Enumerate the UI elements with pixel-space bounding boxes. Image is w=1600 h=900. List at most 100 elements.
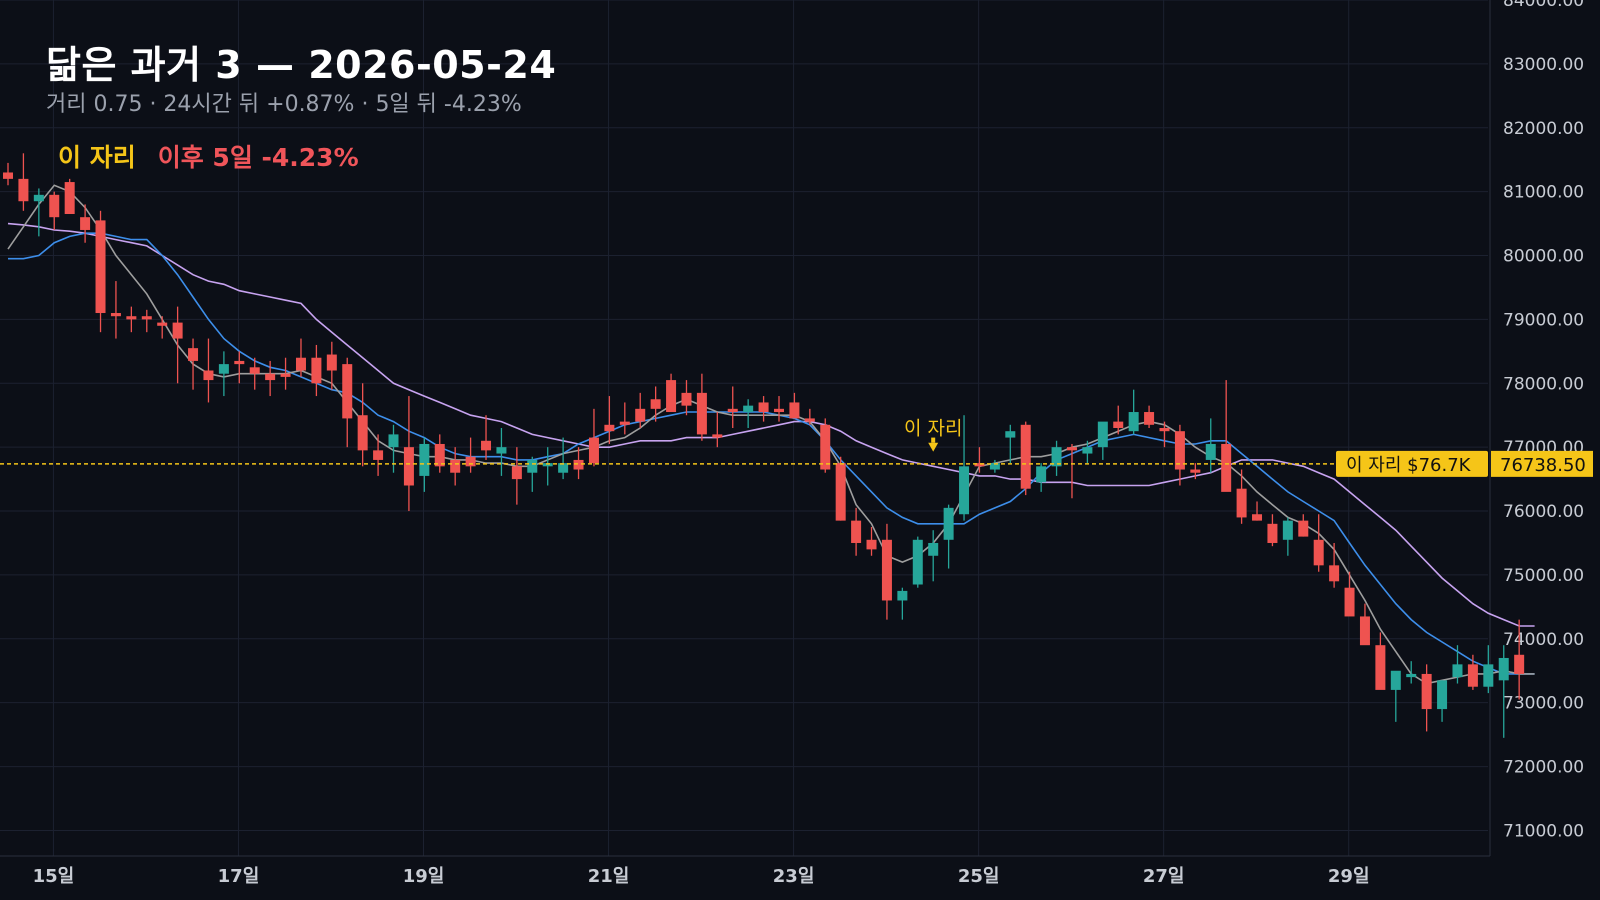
candle-body[interactable]	[1375, 645, 1386, 690]
candle-body[interactable]	[1421, 673, 1432, 710]
candle-body[interactable]	[959, 466, 970, 515]
candle-body[interactable]	[80, 217, 91, 230]
candle-body[interactable]	[881, 539, 892, 601]
candle-body[interactable]	[789, 402, 800, 419]
candle-body[interactable]	[712, 434, 723, 438]
candle-body[interactable]	[588, 437, 599, 464]
candle-body[interactable]	[1252, 514, 1263, 521]
candle-body[interactable]	[1313, 539, 1324, 566]
candle-body[interactable]	[3, 172, 13, 179]
candle-body[interactable]	[1498, 657, 1509, 681]
candle-body[interactable]	[1159, 428, 1170, 432]
candle-body[interactable]	[1020, 424, 1031, 489]
candle-body[interactable]	[820, 424, 831, 470]
candle-body[interactable]	[18, 178, 29, 202]
candle-body[interactable]	[604, 424, 615, 432]
candle-body[interactable]	[326, 354, 337, 371]
candle-body[interactable]	[357, 415, 368, 451]
candle-body[interactable]	[727, 408, 738, 413]
candle-body[interactable]	[1329, 565, 1340, 582]
candle-body[interactable]	[1236, 488, 1247, 518]
candle-body[interactable]	[1390, 670, 1401, 690]
candle-body[interactable]	[95, 220, 106, 314]
candle-body[interactable]	[64, 182, 75, 214]
candle-body[interactable]	[573, 459, 584, 470]
candle-body[interactable]	[481, 440, 492, 451]
candle-body[interactable]	[989, 463, 1000, 470]
candle-body[interactable]	[419, 443, 430, 476]
candle-body[interactable]	[804, 418, 815, 422]
candle-body[interactable]	[265, 373, 276, 381]
candle-body[interactable]	[1267, 523, 1278, 543]
candle-body[interactable]	[696, 392, 707, 435]
candle-body[interactable]	[1190, 469, 1201, 473]
candle-body[interactable]	[110, 313, 121, 317]
candle-body[interactable]	[1483, 664, 1494, 687]
candle-body[interactable]	[295, 357, 306, 371]
candle-body[interactable]	[434, 443, 445, 467]
candle-body[interactable]	[758, 402, 769, 413]
candle-body[interactable]	[558, 463, 569, 473]
candle-body[interactable]	[928, 542, 939, 556]
candle-body[interactable]	[1051, 447, 1062, 467]
candle-body[interactable]	[1406, 673, 1417, 678]
candle-body[interactable]	[743, 405, 754, 413]
candle-body[interactable]	[342, 364, 353, 419]
candle-body[interactable]	[774, 408, 784, 413]
candle-body[interactable]	[897, 590, 908, 601]
candle-body[interactable]	[1359, 616, 1370, 646]
candle-body[interactable]	[1144, 412, 1155, 425]
candle-body[interactable]	[681, 392, 692, 406]
candle-body[interactable]	[1221, 443, 1232, 492]
candle-body[interactable]	[1097, 421, 1108, 448]
candle-body[interactable]	[511, 466, 522, 480]
candle-body[interactable]	[403, 447, 414, 486]
candle-body[interactable]	[280, 373, 291, 377]
candle-body[interactable]	[974, 463, 985, 467]
candle-body[interactable]	[1113, 421, 1124, 428]
candle-body[interactable]	[1437, 680, 1448, 710]
candle-body[interactable]	[1344, 587, 1355, 617]
candle-body[interactable]	[912, 539, 923, 585]
candle-body[interactable]	[496, 447, 507, 454]
candle-body[interactable]	[1174, 431, 1185, 470]
candle-body[interactable]	[542, 463, 553, 467]
candle-body[interactable]	[1205, 443, 1216, 460]
candle-body[interactable]	[218, 364, 229, 374]
candle-body[interactable]	[249, 367, 260, 374]
candle-body[interactable]	[866, 539, 877, 550]
candle-body[interactable]	[1128, 412, 1139, 432]
candle-body[interactable]	[1282, 520, 1293, 540]
candle-body[interactable]	[943, 507, 954, 540]
candle-body[interactable]	[234, 360, 245, 365]
candle-body[interactable]	[33, 194, 44, 202]
candle-body[interactable]	[851, 520, 862, 543]
candle-body[interactable]	[1036, 466, 1047, 483]
candle-body[interactable]	[465, 456, 476, 467]
candle-body[interactable]	[203, 370, 214, 381]
candle-body[interactable]	[666, 380, 677, 413]
candle-body[interactable]	[188, 348, 199, 361]
candle-body[interactable]	[650, 399, 661, 409]
candle-body[interactable]	[157, 322, 168, 326]
candle-body[interactable]	[49, 194, 60, 218]
candle-body[interactable]	[1066, 447, 1077, 451]
candle-body[interactable]	[311, 357, 322, 384]
candle-body[interactable]	[1082, 447, 1093, 454]
candle-body[interactable]	[450, 459, 461, 473]
candle-body[interactable]	[635, 408, 646, 422]
candle-body[interactable]	[141, 316, 152, 320]
candle-body[interactable]	[1005, 431, 1016, 438]
candle-body[interactable]	[373, 450, 384, 460]
candle-body[interactable]	[527, 459, 538, 473]
candle-body[interactable]	[1452, 664, 1463, 678]
candle-body[interactable]	[619, 421, 630, 425]
candle-body[interactable]	[1298, 520, 1309, 537]
candle-body[interactable]	[388, 434, 399, 448]
candle-body[interactable]	[172, 322, 183, 339]
candle-body[interactable]	[1514, 654, 1525, 674]
candle-body[interactable]	[126, 316, 137, 320]
candle-body[interactable]	[835, 463, 846, 521]
